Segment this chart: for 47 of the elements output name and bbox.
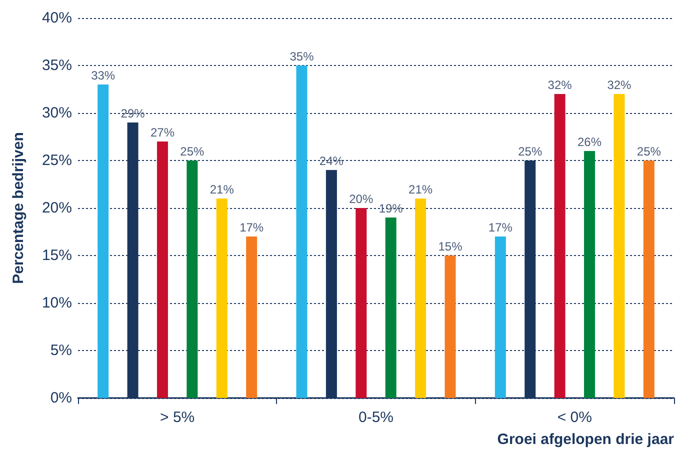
y-tick-label: 10% [42, 294, 72, 312]
bar [98, 84, 109, 398]
y-tick-label: 20% [42, 200, 72, 216]
data-label: 17% [240, 220, 264, 234]
bar [584, 151, 596, 398]
bar [216, 198, 228, 398]
data-label: 32% [548, 78, 572, 92]
data-label: 33% [91, 68, 116, 82]
bar [356, 208, 367, 398]
y-tick-label: 15% [42, 247, 72, 264]
bar [156, 142, 168, 398]
data-label: 24% [319, 154, 344, 168]
bar [415, 198, 426, 398]
data-label: 21% [210, 182, 234, 196]
y-tick-label: 30% [42, 104, 72, 122]
data-label: 21% [408, 182, 433, 196]
x-tick-label: 0-5% [358, 409, 394, 426]
data-label: 27% [150, 126, 175, 140]
y-axis-title: Percentage bedrijven [10, 132, 27, 284]
data-label: 17% [488, 220, 513, 234]
x-tick-label: > 5% [160, 409, 195, 426]
x-axis-title: Groei afgelopen drie jaar [497, 431, 674, 448]
data-label: 26% [578, 135, 602, 149]
data-label: 15% [438, 240, 463, 254]
data-label: 35% [290, 50, 314, 64]
y-tick-label: 40% [42, 10, 72, 26]
data-label: 25% [180, 144, 205, 158]
data-label: 25% [636, 144, 662, 158]
data-label: 19% [378, 202, 404, 216]
data-label: 25% [518, 144, 542, 158]
y-tick-label: 35% [42, 57, 72, 74]
y-tick-label: 5% [50, 342, 72, 359]
y-tick-label: 25% [42, 152, 72, 169]
bar [186, 160, 198, 398]
data-label: 29% [120, 106, 146, 120]
bar [643, 160, 654, 398]
bar [444, 256, 456, 398]
data-label: 20% [349, 192, 374, 206]
x-tick-label: < 0% [557, 409, 592, 426]
bar [614, 94, 625, 398]
bar [246, 236, 258, 398]
bar [296, 66, 308, 398]
data-label: 32% [607, 78, 632, 92]
bar [554, 94, 566, 398]
bar [385, 218, 396, 398]
bar [494, 236, 506, 398]
y-tick-label: 0% [50, 390, 72, 406]
